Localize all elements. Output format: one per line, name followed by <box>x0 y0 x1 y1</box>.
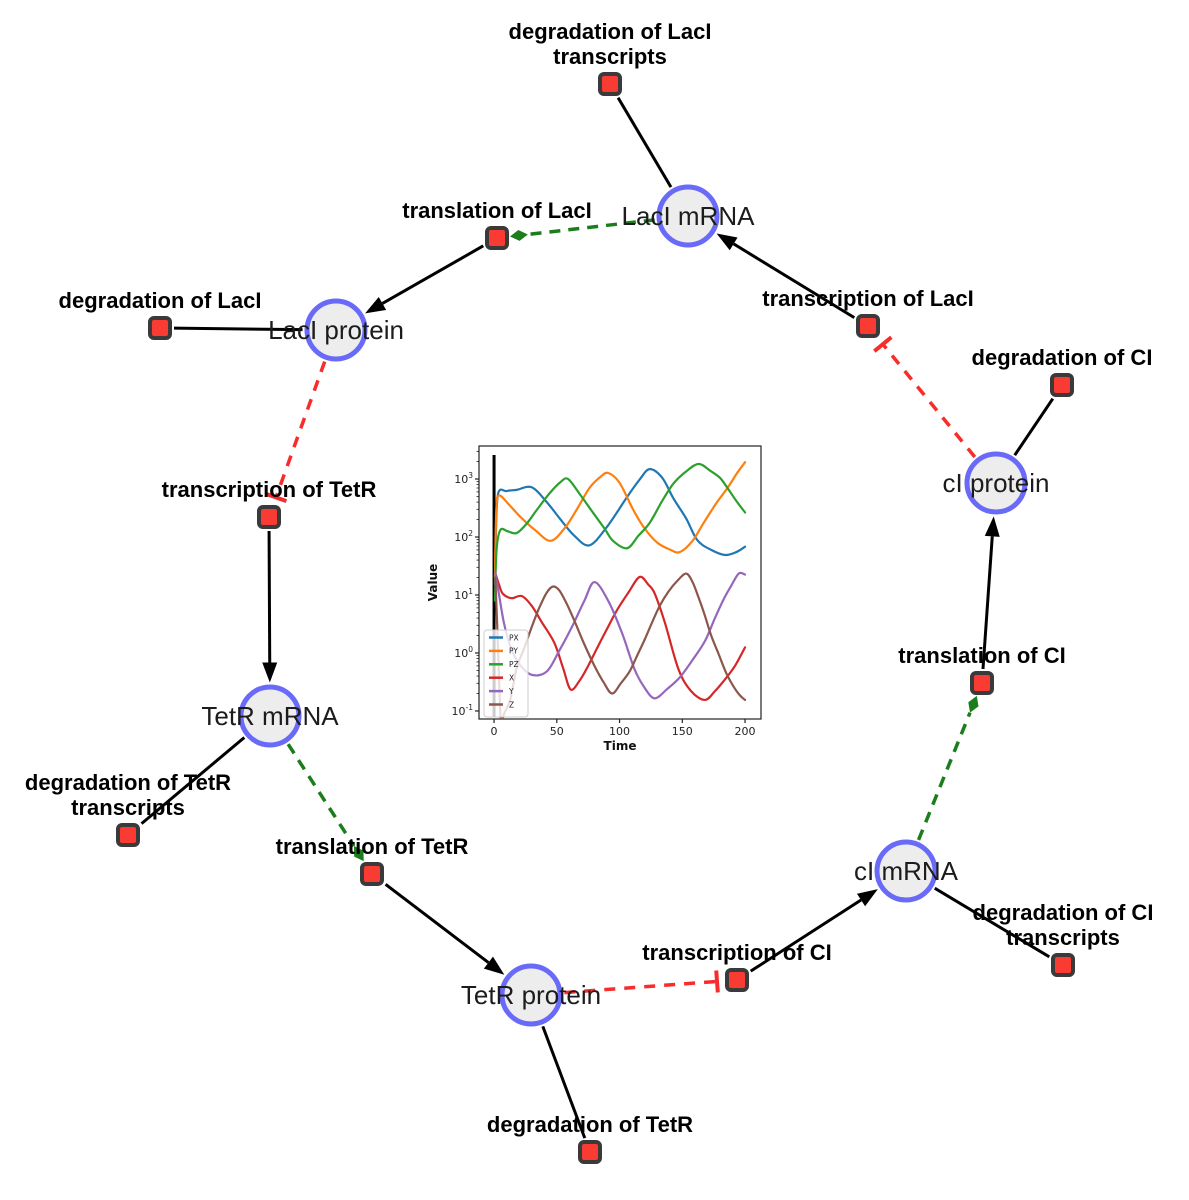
reaction-node-degradation-of-laci-transcripts[interactable] <box>598 72 622 96</box>
edge-production-transl-ci-ci-protein <box>981 516 1000 670</box>
species-node-laci-mrna[interactable] <box>656 184 720 248</box>
edge-modifier-ci-mrna-transl-ci <box>916 695 979 841</box>
y-tick-label: 103 <box>454 471 473 486</box>
x-tick-label: 200 <box>735 725 756 738</box>
species-node-tetr-protein[interactable] <box>499 963 563 1027</box>
species-label-ci-mrna: cI mRNA <box>854 856 959 886</box>
reaction-label-degradation-of-laci: degradation of LacI <box>509 19 712 44</box>
network-labels: LacI mRNA LacI protein TetR mRNA TetR prote… <box>25 19 1154 1137</box>
reaction-node-degradation-of-ci[interactable] <box>1050 373 1074 397</box>
reaction-label-transcription-of-ci: transcription of CI <box>642 940 831 965</box>
reaction-label-translation-of-laci: translation of LacI <box>402 198 591 223</box>
y-tick-label: 102 <box>454 529 473 544</box>
series-line-px <box>493 468 747 586</box>
reaction-node-translation-of-tetr[interactable] <box>360 862 384 886</box>
series-line-z <box>494 572 747 719</box>
reaction-node-transcription-of-ci[interactable] <box>725 968 749 992</box>
legend-label-z: Z <box>509 700 514 709</box>
reaction-label-degradation-of-ci: degradation of CI <box>973 900 1154 925</box>
reaction-label-degradation-of-tetr: degradation of TetR <box>487 1112 693 1137</box>
series-line-py <box>493 461 747 579</box>
reaction-node-transcription-of-tetr[interactable] <box>257 505 281 529</box>
edge-consumption-tetr-protein-deg-tetr <box>541 1025 587 1139</box>
reaction-label-transcripts: transcripts <box>71 795 185 820</box>
reaction-label-translation-of-tetr: translation of TetR <box>276 834 469 859</box>
plot-legend: PX PY PZ XYZ <box>483 629 529 718</box>
edge-modifier-tetr-mrna-transl-tetr <box>286 743 364 862</box>
x-tick-label: 150 <box>672 725 693 738</box>
x-axis-label: Time <box>604 739 637 753</box>
legend-label-py: PY <box>509 647 518 656</box>
edge-inhibition-tetr-protein-txn-ci <box>564 970 720 995</box>
edge-consumption-ci-mrna-deg-ci-tx <box>933 886 1051 959</box>
species-label-laci-mrna: LacI mRNA <box>622 201 756 231</box>
network-edges <box>140 96 1055 1139</box>
reaction-node-transcription-of-laci[interactable] <box>856 314 880 338</box>
reaction-node-translation-of-laci[interactable] <box>485 226 509 250</box>
species-node-ci-mrna[interactable] <box>874 839 938 903</box>
reaction-label-degradation-of-tetr: degradation of TetR <box>25 770 231 795</box>
x-tick-label: 100 <box>609 725 630 738</box>
reaction-node-degradation-of-tetr[interactable] <box>578 1140 602 1164</box>
edge-production-txn-ci-ci-mrna <box>749 889 878 973</box>
y-axis: 10-1 100 101 102 103 <box>452 450 479 718</box>
x-tick-label: 0 <box>491 725 498 738</box>
edge-consumption-laci-protein-deg-laci <box>173 326 303 332</box>
edge-consumption-tetr-mrna-deg-tetr-tx <box>140 736 246 825</box>
y-tick-label: 100 <box>454 645 473 660</box>
y-axis-label: Value <box>426 564 440 602</box>
edge-production-transl-tetr-tetr-protein <box>384 883 505 975</box>
legend-label-x: X <box>509 674 514 683</box>
edge-production-transl-laci-laci-protein <box>365 244 485 314</box>
reaction-node-degradation-of-ci-transcripts[interactable] <box>1051 953 1075 977</box>
edge-consumption-ci-protein-deg-ci <box>1013 397 1055 457</box>
network-nodes <box>116 72 1075 1164</box>
species-node-laci-protein[interactable] <box>304 298 368 362</box>
reaction-node-translation-of-ci[interactable] <box>970 671 994 695</box>
species-node-ci-protein[interactable] <box>964 451 1028 515</box>
y-tick-label: 10-1 <box>452 703 474 718</box>
series-line-y <box>494 571 747 700</box>
y-tick-label: 101 <box>454 587 473 602</box>
reaction-label-transcription-of-laci: transcription of LacI <box>762 286 973 311</box>
edge-production-txn-tetr-tetr-mrna <box>262 530 278 683</box>
species-label-ci-protein: cI protein <box>943 468 1050 498</box>
timecourse-plot: 0 50 100 150 200 10-1 100 101 102 103 Time Value PX P… <box>425 440 775 760</box>
reaction-label-transcription-of-tetr: transcription of TetR <box>162 477 377 502</box>
legend-label-pz: PZ <box>509 660 519 669</box>
species-label-laci-protein: LacI protein <box>268 315 404 345</box>
reaction-node-degradation-of-laci[interactable] <box>148 316 172 340</box>
x-axis: 0 50 100 150 200 <box>491 719 756 738</box>
timecourse-plot-svg: 0 50 100 150 20010-1100101102103TimeValuePXP… <box>426 445 762 753</box>
reaction-label-translation-of-ci: translation of CI <box>898 643 1065 668</box>
plot-series <box>493 461 747 719</box>
edge-inhibition-laci-protein-txn-tetr <box>264 360 327 504</box>
reaction-label-transcripts: transcripts <box>553 44 667 69</box>
reaction-node-degradation-of-tetr-transcripts[interactable] <box>116 823 140 847</box>
x-tick-label: 50 <box>550 725 564 738</box>
reaction-label-degradation-of-ci: degradation of CI <box>972 345 1153 370</box>
edge-consumption-laci-mrna-deg-laci-tx <box>616 96 673 188</box>
series-line-pz <box>493 462 747 602</box>
legend-label-y: Y <box>508 687 514 696</box>
reaction-label-transcripts: transcripts <box>1006 925 1120 950</box>
reaction-label-degradation-of-laci: degradation of LacI <box>59 288 262 313</box>
species-node-tetr-mrna[interactable] <box>238 684 302 748</box>
species-label-tetr-protein: TetR protein <box>461 980 601 1010</box>
series-line-x <box>494 571 747 702</box>
species-label-tetr-mrna: TetR mRNA <box>201 701 339 731</box>
edge-production-txn-laci-laci-mrna <box>716 233 856 319</box>
edge-modifier-laci-mrna-transl-laci <box>509 218 655 241</box>
legend-label-px: PX <box>509 633 519 642</box>
edge-inhibition-ci-protein-txn-laci <box>873 335 977 459</box>
